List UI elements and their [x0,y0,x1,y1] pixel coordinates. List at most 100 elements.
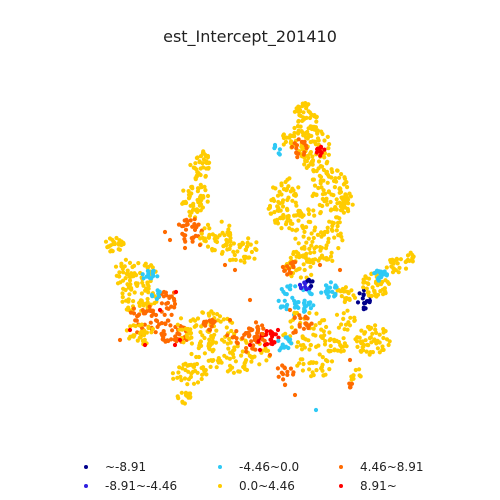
map-point [326,190,331,195]
map-point [244,346,249,351]
map-point [338,208,344,213]
map-point [358,339,363,344]
map-point [177,365,182,370]
map-point [362,331,367,336]
map-point [279,370,284,375]
map-point [275,208,280,213]
map-point [177,332,182,337]
map-point [285,208,290,213]
map-point [367,336,372,341]
map-point [236,369,241,374]
map-point [286,195,291,200]
map-point [323,358,329,363]
map-point [189,351,194,357]
map-point [288,133,293,138]
map-point [190,224,195,229]
map-point [320,131,325,137]
map-point [334,312,340,317]
map-point [339,234,344,239]
map-point [294,268,299,273]
map-point [369,340,374,345]
map-point [296,131,301,136]
map-point [273,186,278,191]
map-point [300,334,305,339]
map-point [132,263,137,268]
map-point [292,392,298,398]
map-point [341,289,346,294]
map-point [309,231,314,236]
map-point [275,204,280,209]
map-point [288,221,294,226]
map-point [311,332,316,337]
map-point [207,327,213,333]
map-point [227,336,232,342]
map-point [192,227,198,232]
map-point [340,238,345,243]
map-point [184,222,189,227]
map-point [330,223,335,229]
map-point [292,125,297,131]
map-point [197,203,202,208]
map-point [293,236,298,241]
map-point [296,305,301,310]
map-point [136,261,141,266]
map-point [405,253,411,258]
legend-label-2: -8.91~-4.46 [105,479,178,493]
map-point [131,323,136,328]
map-point [375,346,380,351]
map-point [357,335,362,340]
map-point [180,400,185,405]
map-point [310,177,315,182]
map-point [298,275,303,280]
map-point [200,235,205,240]
map-point [196,200,201,205]
map-point [410,259,415,264]
map-point [342,176,348,181]
map-point [304,240,309,245]
map-title: est_Intercept_201410 [163,27,337,46]
map-point [253,320,259,325]
map-point [134,318,139,323]
map-point [192,362,197,367]
map-point [203,368,208,373]
map-point [192,217,197,222]
map-point [302,102,307,108]
map-point [319,150,324,155]
map-point [209,334,214,339]
map-point [111,241,116,247]
map-point [178,316,184,321]
map-point [343,322,349,327]
map-point [201,165,206,170]
map-point [307,347,312,352]
map-point [341,204,346,210]
map-point [287,226,292,231]
map-point [176,370,181,375]
map-point [192,318,198,323]
map-point [351,373,356,378]
map-point [291,188,296,193]
map-point [142,263,147,268]
map-point [301,361,306,367]
map-point [179,390,184,395]
map-point [127,327,133,333]
map-point [185,382,190,387]
map-point [231,241,236,246]
map-point [225,333,230,338]
map-point [241,364,246,370]
map-point [381,292,386,297]
map-point [314,244,319,249]
map-point [193,233,198,238]
map-point [376,292,381,297]
map-point [295,363,300,368]
map-point [168,323,173,328]
map-point [280,344,285,349]
map-point [326,174,332,179]
map-point [301,152,306,157]
map-point [326,152,331,157]
map-point [383,278,388,283]
map-point [194,354,199,360]
map-point [309,272,314,277]
map-point [149,313,154,318]
map-point [308,151,313,156]
